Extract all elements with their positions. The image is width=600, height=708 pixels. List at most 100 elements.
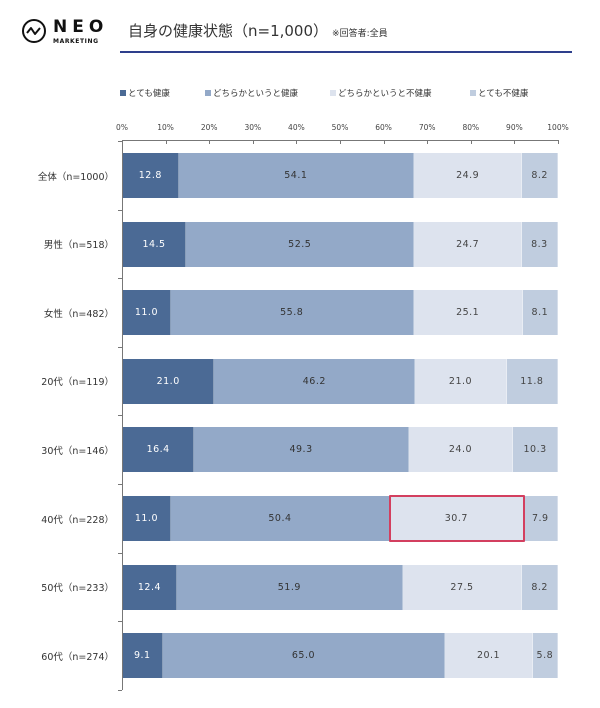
segment-value-label: 46.2 xyxy=(302,375,326,387)
segment-value-label: 8.3 xyxy=(531,238,548,250)
stacked-bar: 12.4 51.9 27.5 8.2 xyxy=(123,564,558,610)
stacked-bar: 12.8 54.1 24.9 8.2 xyxy=(123,153,558,198)
logo-wave-icon xyxy=(22,19,46,43)
segment-value-label: 16.4 xyxy=(146,444,170,456)
bar-segment: 27.5 xyxy=(402,564,523,610)
stacked-bar: 16.4 49.3 24.0 10.3 xyxy=(123,427,558,473)
bar-segment: 51.9 xyxy=(176,564,403,610)
y-tick-mark xyxy=(118,553,122,554)
respondent-note: ※回答者:全員 xyxy=(332,29,388,39)
legend-label: とても健康 xyxy=(128,89,170,99)
segment-value-label: 52.5 xyxy=(288,238,312,250)
y-tick-mark xyxy=(118,347,122,348)
bar-segment: 21.0 xyxy=(123,358,215,404)
segment-value-label: 10.3 xyxy=(523,444,547,456)
segment-value-label: 21.0 xyxy=(156,375,180,387)
stacked-bar: 14.5 52.5 24.7 8.3 xyxy=(123,221,558,267)
bar-segment: 7.9 xyxy=(523,496,558,541)
category-label: 全体（n=1000） xyxy=(37,171,114,183)
y-tick-mark xyxy=(118,210,122,211)
segment-value-label: 30.7 xyxy=(444,513,468,524)
bar-segment: 10.3 xyxy=(513,427,558,473)
segment-value-label: 11.8 xyxy=(520,375,544,387)
y-tick-mark xyxy=(118,278,122,279)
bar-segment: 8.1 xyxy=(522,290,558,336)
legend-label: どちらかというと不健康 xyxy=(338,89,432,99)
bar-segment: 12.8 xyxy=(123,153,179,198)
bar-segment: 16.4 xyxy=(123,427,195,473)
legend-swatch-icon xyxy=(120,90,126,96)
y-tick-mark xyxy=(118,690,122,691)
x-tick-label: 40% xyxy=(288,123,305,132)
segment-value-label: 25.1 xyxy=(456,307,480,319)
segment-value-label: 8.2 xyxy=(531,581,548,593)
chart-legend: とても健康 どちらかというと健康 どちらかというと不健康 とても不健康 xyxy=(0,87,600,101)
category-label: 40代（n=228） xyxy=(41,514,114,526)
bar-segment: 11.0 xyxy=(123,496,171,541)
x-tick-mark xyxy=(384,140,385,144)
segment-value-label: 14.5 xyxy=(142,238,166,250)
bar-segment: 65.0 xyxy=(162,633,446,679)
bar-segment: 11.8 xyxy=(506,358,558,404)
bar-segment: 14.5 xyxy=(123,221,187,267)
y-tick-mark xyxy=(118,141,122,142)
segment-value-label: 27.5 xyxy=(450,581,474,593)
bar-segment: 9.1 xyxy=(123,633,163,679)
x-tick-label: 90% xyxy=(506,123,523,132)
logo-subtext: MARKETING xyxy=(53,38,99,45)
x-tick-label: 50% xyxy=(331,123,349,132)
y-tick-mark xyxy=(118,621,122,622)
bar-segment: 55.8 xyxy=(170,290,414,336)
bar-segment: 24.7 xyxy=(414,221,522,267)
bar-segment: 49.3 xyxy=(194,427,409,473)
x-tick-label: 0% xyxy=(116,123,128,132)
bar-segment: 50.4 xyxy=(170,496,391,541)
segment-value-label: 8.1 xyxy=(531,307,549,319)
bar-segment: 20.1 xyxy=(445,633,533,679)
x-tick-label: 20% xyxy=(200,123,218,132)
x-tick-mark xyxy=(122,140,123,144)
bar-segment: 46.2 xyxy=(214,358,416,404)
bar-segment: 8.2 xyxy=(522,564,558,610)
title-underline xyxy=(120,51,572,53)
legend-swatch-icon xyxy=(205,90,211,96)
segment-value-label: 55.8 xyxy=(280,307,304,319)
y-tick-mark xyxy=(118,415,122,416)
segment-value-label: 20.1 xyxy=(476,650,501,662)
stacked-bar: 11.0 55.8 25.1 8.1 xyxy=(123,290,558,336)
x-tick-mark xyxy=(471,140,472,144)
x-tick-mark xyxy=(340,140,341,144)
legend-item: とても健康 xyxy=(120,87,170,99)
chart-title-text: 自身の健康状態（n=1,000） xyxy=(128,22,329,40)
segment-value-label: 11.0 xyxy=(134,513,158,524)
bar-segment: 12.4 xyxy=(123,564,177,610)
stacked-bar: 11.0 50.4 30.7 7.9 xyxy=(123,496,558,541)
legend-label: とても不健康 xyxy=(478,89,529,99)
x-tick-mark xyxy=(209,140,210,144)
bar-segment: 24.9 xyxy=(414,153,523,198)
y-axis-line xyxy=(122,140,123,690)
highlight-box xyxy=(389,495,525,542)
neo-marketing-logo: NEO MARKETING xyxy=(20,16,120,52)
segment-value-label: 54.1 xyxy=(284,170,308,181)
x-tick-label: 30% xyxy=(244,123,262,132)
segment-value-label: 5.8 xyxy=(536,650,554,662)
segment-value-label: 9.1 xyxy=(133,650,151,662)
segment-value-label: 24.9 xyxy=(456,170,480,181)
category-label: 女性（n=482） xyxy=(43,308,114,320)
bar-segment: 52.5 xyxy=(186,221,415,267)
bar-segment: 25.1 xyxy=(413,290,523,336)
category-label: 20代（n=119） xyxy=(41,377,114,389)
category-label: 60代（n=274） xyxy=(41,651,114,663)
y-tick-mark xyxy=(118,484,122,485)
bar-segment: 21.0 xyxy=(415,358,507,404)
x-tick-mark xyxy=(296,140,297,144)
legend-label: どちらかというと健康 xyxy=(213,89,299,99)
x-tick-label: 10% xyxy=(157,123,174,132)
x-tick-mark xyxy=(166,140,167,144)
x-tick-label: 70% xyxy=(418,123,436,132)
segment-value-label: 50.4 xyxy=(268,513,292,524)
bar-segment: 24.0 xyxy=(408,427,514,473)
stacked-bar: 9.1 65.0 20.1 5.8 xyxy=(123,633,558,679)
category-label: 50代（n=233） xyxy=(41,583,114,595)
